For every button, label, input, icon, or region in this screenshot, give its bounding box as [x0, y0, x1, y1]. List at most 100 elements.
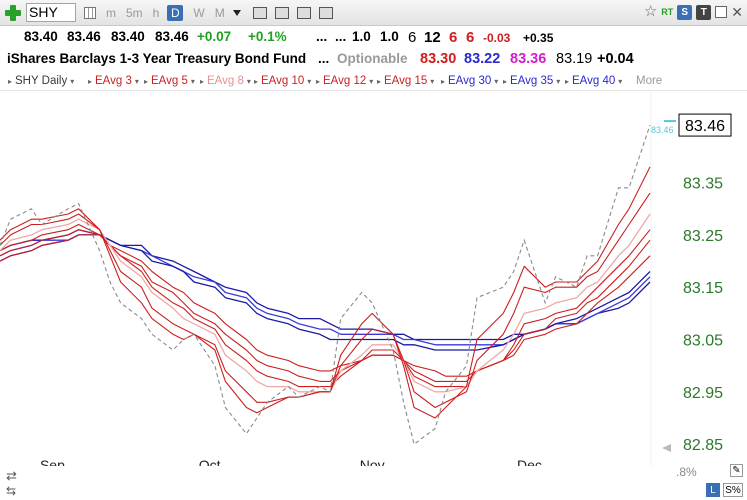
x-tick-label: Dec [517, 457, 542, 466]
edit-icon[interactable]: ✎ [730, 464, 743, 477]
instrument-row: iShares Barclays 1-3 Year Treasury Bond … [0, 51, 747, 71]
x-tick-label: Oct [199, 457, 221, 466]
series-line-eavg-5 [0, 192, 651, 409]
legend-dropdown-icon[interactable]: ▾ [369, 76, 374, 86]
legend-dropdown-icon[interactable]: ▾ [70, 76, 75, 86]
legend-dropdown-icon[interactable]: ▾ [494, 76, 499, 86]
quote-dots-1: ... [316, 29, 328, 44]
price-chart[interactable]: 83.46 83.35 83.25 83.15 83.05 82.95 82.85 83.46… [0, 92, 747, 466]
legend-arrow-icon: ▸ [88, 76, 93, 86]
swap-icon[interactable]: ⇆ [6, 484, 17, 498]
note-icon[interactable] [318, 6, 333, 19]
star-icon[interactable]: ☆ [643, 3, 658, 20]
instrument-ask: 83.22 [464, 51, 501, 67]
quote-n2: 12 [424, 29, 441, 46]
quote-change-pct: +0.1% [248, 29, 287, 44]
legend-arrow-icon: ▸ [254, 76, 259, 86]
y-tick-label: 83.25 [683, 228, 723, 245]
legend-arrow-icon: ▸ [316, 76, 321, 86]
close-icon[interactable]: ✕ [731, 4, 743, 20]
legend-label: EAvg 15 [384, 75, 428, 87]
legend: ▸ SHY Daily ▾ ▸ EAvg 3 ▾ ▸ EAvg 5 ▾ ▸ EAvg 8 ▾ ▸ EAvg… [0, 73, 747, 91]
refresh-icon[interactable]: ⇄ [6, 468, 17, 483]
legend-more-link[interactable]: More [636, 75, 663, 87]
timeframe-d[interactable]: D [167, 4, 184, 21]
legend-item-shy-daily[interactable]: ▸ SHY Daily ▾ [8, 75, 74, 87]
legend-dropdown-icon[interactable]: ▾ [134, 76, 139, 86]
instrument-delta: +0.04 [597, 51, 634, 67]
timeframe-5m[interactable]: 5m [126, 5, 143, 20]
add-symbol-icon[interactable] [4, 4, 22, 22]
timeframe-mo[interactable]: M [214, 5, 225, 20]
x-tick-label: Sep [40, 457, 65, 466]
legend-arrow-icon: ▸ [565, 76, 570, 86]
quote-n1: 6 [408, 29, 417, 46]
legend-item-eavg-10[interactable]: ▸ EAvg 10 ▾ [254, 75, 311, 87]
layout-icon[interactable] [274, 6, 289, 19]
quote-dots-2: ... [335, 29, 347, 44]
legend-label: EAvg 12 [323, 75, 367, 87]
legend-item-eavg-8[interactable]: ▸ EAvg 8 ▾ [200, 75, 251, 87]
quote-row: 83.40 83.46 83.40 83.46 +0.07 +0.1% ... … [0, 29, 747, 49]
legend-dropdown-icon[interactable]: ▾ [556, 76, 561, 86]
legend-item-eavg-15[interactable]: ▸ EAvg 15 ▾ [377, 75, 434, 87]
legend-arrow-icon: ▸ [441, 76, 446, 86]
series-line-shy-daily [0, 124, 651, 446]
legend-item-eavg-40[interactable]: ▸ EAvg 40 ▾ [565, 75, 622, 87]
y-tick-label: 83.35 [683, 176, 723, 193]
log-scale-toggle[interactable]: L [706, 483, 720, 497]
timeframe-w[interactable]: W [193, 5, 205, 20]
bar-style-icon[interactable] [252, 6, 267, 19]
timeframe-h[interactable]: h [152, 5, 160, 20]
legend-arrow-icon: ▸ [377, 76, 382, 86]
instrument-mid: 83.36 [510, 51, 547, 67]
timeframe-dropdown-icon[interactable] [232, 9, 241, 16]
legend-dropdown-icon[interactable]: ▾ [246, 76, 251, 86]
rt-icon[interactable]: RT [661, 7, 674, 17]
y-tick-label-last: 83.46 [685, 118, 725, 135]
legend-arrow-icon: ▸ [144, 76, 149, 86]
draw-icon[interactable] [296, 6, 311, 19]
quote-n4: 6 [466, 29, 475, 46]
legend-dropdown-icon[interactable]: ▾ [618, 76, 623, 86]
quote-last: 83.46 [155, 29, 189, 44]
quote-neg: -0.03 [483, 31, 511, 45]
legend-item-eavg-30[interactable]: ▸ EAvg 30 ▾ [441, 75, 498, 87]
legend-item-eavg-5[interactable]: ▸ EAvg 5 ▾ [144, 75, 195, 87]
grid-icon[interactable] [84, 6, 96, 19]
scale-pct-label: .8% [676, 465, 697, 479]
link-s-icon[interactable]: S [677, 4, 693, 20]
y-tick-label: 83.05 [683, 333, 723, 350]
instrument-prev: 83.19 [556, 51, 593, 67]
legend-label: EAvg 40 [572, 75, 616, 87]
symbol-input[interactable]: SHY [26, 3, 76, 22]
scroll-marker-icon [662, 444, 671, 452]
series-line-eavg-30 [0, 229, 651, 351]
legend-item-eavg-12[interactable]: ▸ EAvg 12 ▾ [316, 75, 373, 87]
series-line-eavg-8 [0, 213, 651, 393]
legend-arrow-icon: ▸ [200, 76, 205, 86]
legend-item-eavg-3[interactable]: ▸ EAvg 3 ▾ [88, 75, 139, 87]
series-line-eavg-40 [0, 234, 651, 341]
optionable-label: Optionable [337, 51, 408, 66]
legend-dropdown-icon[interactable]: ▾ [430, 76, 435, 86]
y-tick-label: 82.85 [683, 437, 723, 454]
link-t-icon[interactable]: T [696, 4, 712, 20]
toolbar: SHY m 5m h D W M ☆ RT S T ✕ [0, 0, 747, 26]
series-line-eavg-15 [0, 234, 651, 377]
series-line-eavg-10 [0, 223, 651, 388]
quote-pos: +0.35 [523, 31, 554, 45]
legend-dropdown-icon[interactable]: ▾ [190, 76, 195, 86]
timeframe-m[interactable]: m [106, 5, 116, 20]
y-tick-label: 82.95 [683, 385, 723, 402]
window-restore-icon[interactable] [715, 6, 728, 18]
legend-label: EAvg 5 [151, 75, 188, 87]
quote-v2: 1.0 [380, 29, 399, 44]
legend-label: SHY Daily [15, 75, 68, 87]
legend-label: EAvg 35 [510, 75, 554, 87]
legend-dropdown-icon[interactable]: ▾ [307, 76, 312, 86]
legend-item-eavg-35[interactable]: ▸ EAvg 35 ▾ [503, 75, 560, 87]
series-line-eavg-35 [0, 234, 651, 346]
s-pct-toggle[interactable]: S% [723, 483, 743, 497]
